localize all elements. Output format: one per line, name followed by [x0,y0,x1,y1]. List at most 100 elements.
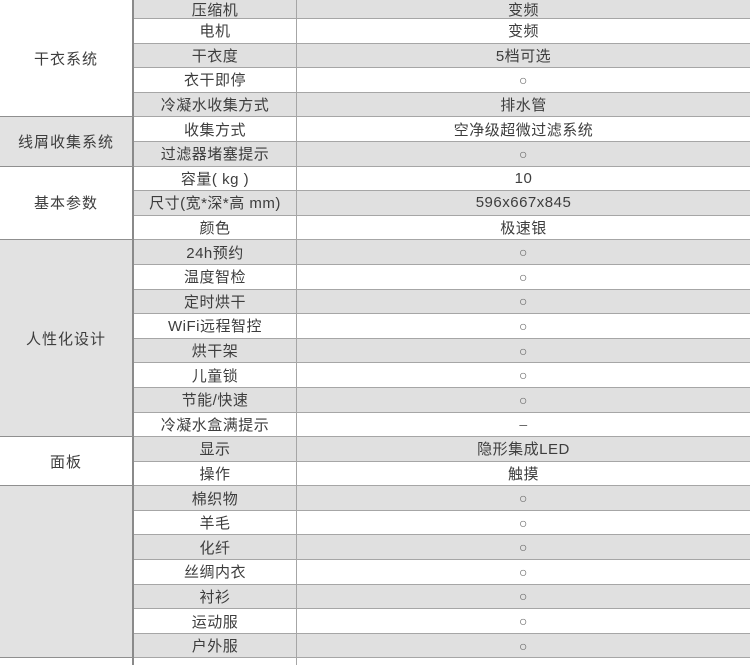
attribute-value: 变频 [507,23,539,41]
spec-row: 羊毛 ○ [134,510,750,536]
attribute-label: 干衣度 [134,43,297,68]
spec-section: 面板 显示 隐形集成LED 操作 触摸 [0,437,750,487]
attribute-label: 户外服 [134,633,297,658]
section-rows: 压缩机 变频 电机 变频 干衣度 5档可选 衣干即停 ○ 冷凝水收集方式 排水管 [134,0,750,118]
feature-supported-mark: ○ [519,514,528,531]
attribute-label: 烘干架 [134,338,297,363]
spec-row: 24h预约 ○ [134,240,750,265]
attribute-label: 过滤器堵塞提示 [134,141,297,166]
section-rows: 棉织物 ○ 羊毛 ○ 化纤 ○ 丝绸内衣 ○ 衬衫 ○ 运动服 ○ 户外服 ○ [134,486,750,659]
feature-supported-mark: ○ [519,490,528,507]
spec-row: 定时烘干 ○ [134,289,750,315]
attribute-label: 儿童锁 [134,363,297,387]
spec-row: 操作 触摸 [134,461,750,487]
spec-row: 儿童锁 ○ [134,363,750,388]
attribute-label: 棉织物 [134,486,297,510]
spec-row: 运动服 ○ [134,609,750,634]
attribute-label: 节能/快速 [134,387,297,412]
attribute-label: 冷凝水收集方式 [134,92,297,117]
feature-supported-mark: ○ [519,367,528,384]
spec-row: 衣干即停 ○ [134,68,750,93]
cutoff-cell [0,658,134,665]
spec-row: 化纤 ○ [134,535,750,561]
feature-supported-mark: ○ [519,588,528,605]
feature-supported-mark: ○ [519,71,528,88]
attribute-value: 排水管 [500,97,547,115]
category-cell: 人性化设计 [0,240,134,438]
feature-supported-mark: ○ [519,391,528,408]
spec-section: 基本参数 容量( kg ) 10 尺寸(宽*深*高 mm) 596x667x845 颜色 极… [0,166,750,241]
attribute-label: 颜色 [134,215,297,240]
feature-supported-mark: ○ [519,317,528,334]
category-cell: 基本参数 [0,166,134,241]
category-cell: 线屑收集系统 [0,117,134,167]
attribute-label: 操作 [134,461,297,486]
attribute-label: 24h预约 [134,240,297,264]
spec-row: 容量( kg ) 10 [134,166,750,192]
spec-row: 显示 隐形集成LED [134,437,750,462]
spec-row: 尺寸(宽*深*高 mm) 596x667x845 [134,191,750,216]
spec-section: 干衣系统 压缩机 变频 电机 变频 干衣度 5档可选 衣干即停 ○ 冷凝水收集方式 排水管 [0,0,750,118]
feature-supported-mark: ○ [519,613,528,630]
spec-row: 冷凝水收集方式 排水管 [134,92,750,118]
section-rows: 收集方式 空净级超微过滤系统过滤器堵塞提示 ○ [134,117,750,167]
attribute-label: WiFi远程智控 [134,314,297,338]
attribute-label: 运动服 [134,609,297,633]
spec-row: 丝绸内衣 ○ [134,560,750,585]
spec-row: 收集方式 空净级超微过滤系统 [134,117,750,142]
section-rows: 显示 隐形集成LED 操作 触摸 [134,437,750,487]
attribute-label: 电机 [134,19,297,43]
attribute-label: 衣干即停 [134,68,297,92]
attribute-label: 衬衫 [134,584,297,609]
attribute-value: – [519,416,528,433]
spec-section: 棉织物 ○ 羊毛 ○ 化纤 ○ 丝绸内衣 ○ 衬衫 ○ 运动服 ○ 户外服 ○ [0,486,750,659]
category-cell: 干衣系统 [0,0,134,118]
attribute-label: 显示 [134,437,297,461]
attribute-value: 极速银 [500,220,547,238]
spec-section: 线屑收集系统 收集方式 空净级超微过滤系统过滤器堵塞提示 ○ [0,117,750,167]
spec-row: 电机 变频 [134,19,750,44]
feature-supported-mark: ○ [519,342,528,359]
attribute-value: 5档可选 [495,47,552,65]
attribute-value: 596x667x845 [475,194,572,212]
attribute-value: 空净级超微过滤系统 [453,121,594,139]
spec-row: 户外服 ○ [134,633,750,659]
feature-supported-mark: ○ [519,268,528,285]
category-cell: 面板 [0,437,134,487]
attribute-value: 触摸 [507,465,539,483]
spec-row: 棉织物 ○ [134,486,750,511]
attribute-label: 容量( kg ) [134,166,297,191]
section-rows: 容量( kg ) 10 尺寸(宽*深*高 mm) 596x667x845 颜色 极速银 [134,166,750,241]
feature-supported-mark: ○ [519,563,528,580]
spec-row: 节能/快速 ○ [134,387,750,413]
feature-supported-mark: ○ [519,244,528,261]
spec-section: 人性化设计 24h预约 ○ 温度智检 ○ 定时烘干 ○ WiFi远程智控 ○ 烘干架 ○ 儿童锁 ○ 节能… [0,240,750,438]
attribute-label: 压缩机 [134,0,297,19]
spec-row: WiFi远程智控 ○ [134,314,750,339]
attribute-label: 羊毛 [134,510,297,535]
attribute-value: 变频 [507,1,539,19]
feature-supported-mark: ○ [519,145,528,162]
attribute-label: 冷凝水盒满提示 [134,412,297,437]
attribute-label: 定时烘干 [134,289,297,314]
spec-row: 冷凝水盒满提示 – [134,412,750,438]
spec-row: 烘干架 ○ [134,338,750,364]
spec-row: 压缩机 变频 [134,0,750,19]
feature-supported-mark: ○ [519,637,528,654]
spec-row: 颜色 极速银 [134,215,750,241]
spec-row: 干衣度 5档可选 [134,43,750,69]
attribute-label: 化纤 [134,535,297,560]
attribute-label: 丝绸内衣 [134,560,297,584]
feature-supported-mark: ○ [519,293,528,310]
spec-row: 过滤器堵塞提示 ○ [134,141,750,167]
cutoff-cell [134,658,297,665]
attribute-value: 隐形集成LED [477,441,570,459]
feature-supported-mark: ○ [519,539,528,556]
attribute-value: 10 [514,169,533,187]
category-cell [0,486,134,659]
spec-row: 温度智检 ○ [134,264,750,290]
cutoff-cell [297,658,750,665]
attribute-label: 收集方式 [134,117,297,141]
spec-row: 衬衫 ○ [134,584,750,610]
